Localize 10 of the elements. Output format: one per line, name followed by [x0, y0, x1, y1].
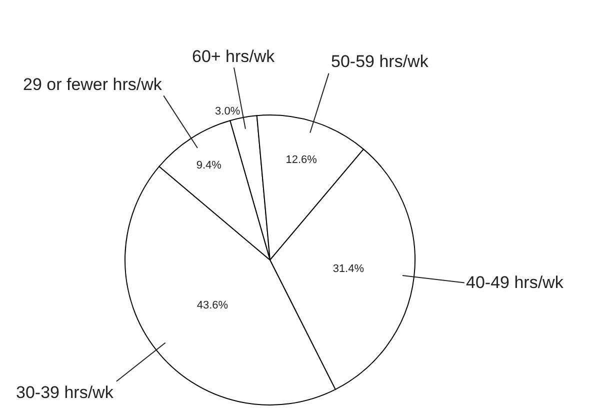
data-label: 3.0%: [215, 106, 240, 118]
slice-label: 29 or fewer hrs/wk: [23, 75, 162, 94]
slice-label: 30-39 hrs/wk: [16, 383, 114, 402]
data-label: 12.6%: [286, 154, 318, 166]
data-label: 9.4%: [196, 160, 222, 172]
data-label: 31.4%: [332, 263, 364, 276]
slice-label: 50-59 hrs/wk: [331, 52, 429, 71]
slice-label: 60+ hrs/wk: [192, 47, 276, 66]
data-label: 43.6%: [196, 299, 228, 312]
slice-label: 40-49 hrs/wk: [466, 273, 564, 292]
